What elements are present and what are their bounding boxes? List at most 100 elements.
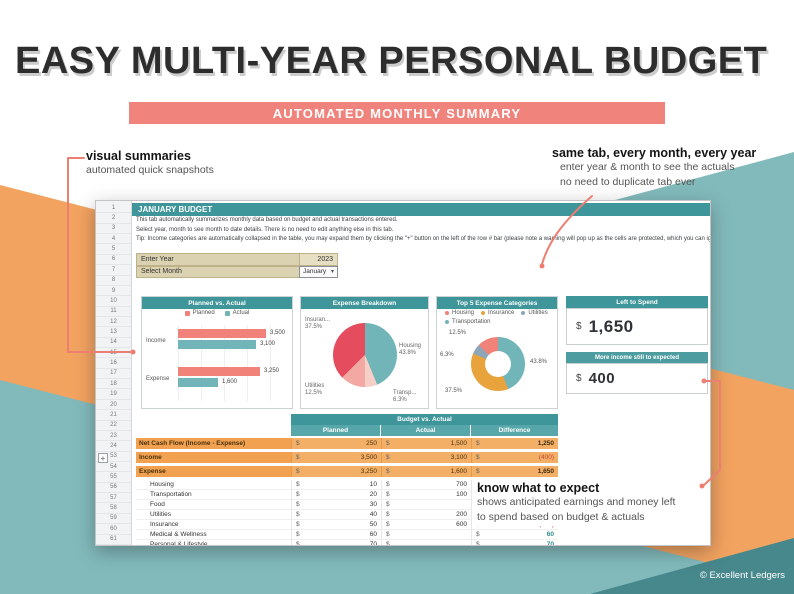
more-income-card: $ 400	[566, 363, 708, 394]
planned-cell: $70	[291, 540, 381, 545]
bar	[178, 367, 260, 376]
actual-cell: $700	[381, 480, 471, 490]
legend-label: Transportation	[452, 319, 491, 325]
row-number[interactable]: 8	[96, 276, 131, 286]
select-month-dropdown[interactable]: January ▾	[299, 265, 338, 278]
row-number[interactable]: 6	[96, 255, 131, 266]
legend-label: Planned	[192, 310, 215, 316]
row-number[interactable]: 1	[96, 203, 131, 214]
row-number[interactable]: 12	[96, 317, 131, 328]
row-number[interactable]: 57	[96, 493, 131, 504]
planned-cell: $3,250	[291, 466, 381, 477]
table-row: Personal & Lifestyle $70 $ $70	[136, 540, 558, 545]
sheet-note: This tab automatically summarizes monthl…	[136, 217, 398, 223]
row-number[interactable]: 60	[96, 524, 131, 535]
row-number[interactable]: 5	[96, 244, 131, 255]
select-month-label: Select Month	[136, 265, 300, 278]
difference-cell: $1,250	[471, 438, 558, 449]
row-number[interactable]: 7	[96, 265, 131, 276]
row-number[interactable]: 22	[96, 421, 131, 431]
actual-cell: $1,500	[381, 438, 471, 449]
table-row: Expense $3,250 $1,600 $1,650	[136, 466, 558, 477]
row-number[interactable]: 4	[96, 234, 131, 245]
spreadsheet: 1 2 3 4 5 6 7 8 9 10 11 12 13 14 15 16 17 18 19 20 21 22 23 24 5…	[95, 200, 711, 546]
bar-value-label: 1,600	[222, 379, 238, 385]
legend-swatch-icon	[445, 311, 449, 315]
panel-title: Top 5 Expense Categories	[437, 297, 557, 309]
row-number[interactable]: 10	[96, 296, 131, 307]
row-number[interactable]: 15	[96, 348, 131, 359]
bar-category-label: Income	[146, 338, 166, 344]
row-number[interactable]: 9	[96, 286, 131, 297]
row-number[interactable]: 61	[96, 535, 131, 545]
cell-value: 3,250	[360, 468, 377, 475]
sheet-tab-title: JANUARY BUDGET	[132, 203, 710, 216]
actual-cell: $600	[381, 520, 471, 530]
row-number[interactable]: 11	[96, 307, 131, 317]
annotation-line: shows anticipated earnings and money lef…	[477, 496, 676, 508]
row-number[interactable]: 3	[96, 224, 131, 235]
planned-cell: $250	[291, 438, 381, 449]
row-number[interactable]: 13	[96, 327, 131, 338]
summary-cards: Left to Spend $ 1,650 More income still …	[566, 296, 708, 409]
difference-cell: $70	[471, 540, 558, 545]
row-number[interactable]: 17	[96, 369, 131, 380]
currency-symbol: $	[296, 501, 300, 508]
legend-item: Housing	[445, 310, 474, 316]
currency-symbol: $	[476, 468, 480, 475]
row-number[interactable]: 58	[96, 503, 131, 514]
row-number[interactable]: 18	[96, 379, 131, 390]
cell-value: 700	[456, 481, 467, 488]
row-number[interactable]: 20	[96, 400, 131, 411]
row-number[interactable]: 23	[96, 431, 131, 442]
expand-rows-button[interactable]: +	[98, 453, 108, 463]
row-number[interactable]: 14	[96, 338, 131, 349]
cell-value: 60	[369, 531, 377, 538]
planned-cell: $3,500	[291, 452, 381, 463]
annotation-visual-summaries: visual summaries automated quick snapsho…	[86, 149, 214, 178]
planned-cell: $60	[291, 530, 381, 540]
actual-cell: $1,600	[381, 466, 471, 477]
row-number[interactable]: 2	[96, 213, 131, 224]
budget-table-body: Net Cash Flow (Income - Expense) $250 $1,5…	[136, 438, 558, 545]
currency-symbol: $	[386, 440, 390, 447]
row-label: Food	[136, 500, 291, 510]
row-number[interactable]: 19	[96, 389, 131, 400]
row-number[interactable]: 56	[96, 483, 131, 494]
cell-value: 1,650	[537, 468, 554, 475]
currency-symbol: $	[476, 531, 480, 538]
row-number[interactable]: 16	[96, 358, 131, 369]
row-number[interactable]: 24	[96, 441, 131, 452]
legend-item: Transportation	[445, 319, 490, 325]
cell-value: 3,500	[360, 454, 377, 461]
legend-item: Insurance	[481, 310, 514, 316]
legend-label: Insurance	[488, 310, 515, 316]
page-title: EASY MULTI-YEAR PERSONAL BUDGET	[15, 40, 768, 82]
row-number[interactable]: 21	[96, 410, 131, 421]
currency-symbol: $	[296, 468, 300, 475]
annotation-line: to spend based on budget & actuals	[477, 510, 645, 523]
pva-legend: Planned Actual	[142, 310, 292, 316]
cell-value: 1,600	[450, 468, 467, 475]
top5-legend-row1: Housing Insurance Utilities	[445, 310, 557, 316]
row-number[interactable]: 54	[96, 462, 131, 473]
column-header-planned: Planned	[291, 425, 381, 436]
planned-cell: $40	[291, 510, 381, 520]
currency-symbol: $	[386, 468, 390, 475]
row-number[interactable]: 59	[96, 514, 131, 525]
enter-year-input[interactable]: 2023	[299, 253, 338, 266]
row-label: Housing	[136, 480, 291, 490]
donut-label: 43.8%	[530, 359, 548, 365]
currency-symbol: $	[386, 521, 390, 528]
row-number[interactable]: 55	[96, 472, 131, 483]
row-number[interactable]: 53	[96, 452, 131, 462]
cell-value: 3,100	[450, 454, 467, 461]
sheet-note: Select year, month to see month to date …	[136, 226, 394, 233]
cell-value: 1,500	[450, 440, 467, 447]
left-to-spend-value: 1,650	[588, 316, 634, 336]
legend-swatch-icon	[445, 320, 449, 324]
selected-month: January	[303, 268, 327, 276]
sheet-note: Tip: Income categories are automatically…	[136, 236, 711, 242]
expense-breakdown-panel: Expense Breakdown Insuran... 37.5% Housin…	[300, 296, 429, 409]
bar	[178, 329, 266, 338]
